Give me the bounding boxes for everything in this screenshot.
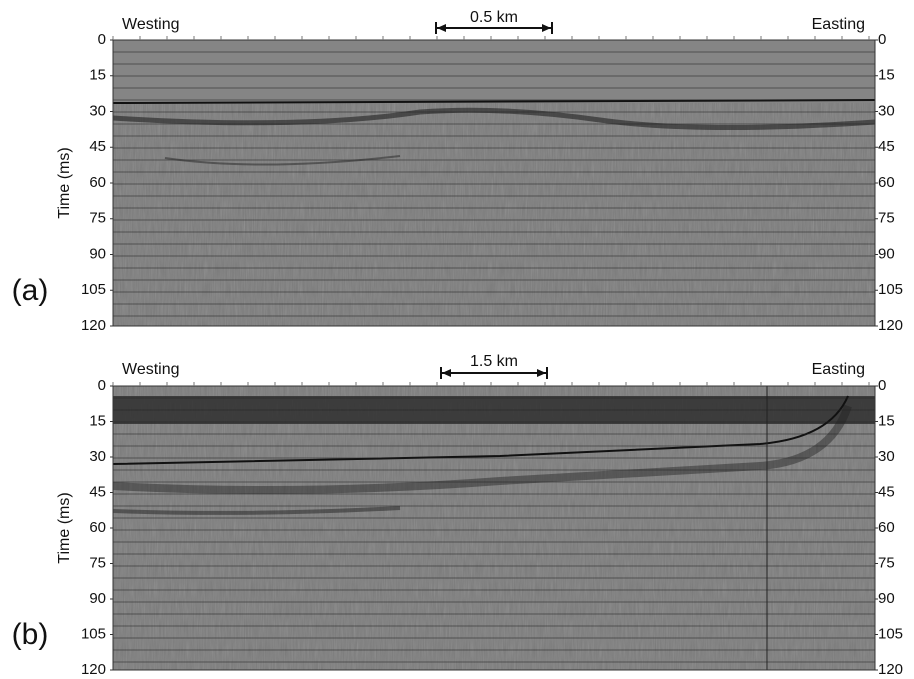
y-tick-label-right: 30 — [878, 448, 895, 465]
y-tick-label: 15 — [89, 67, 106, 84]
y-tick-label-right: 15 — [878, 67, 895, 84]
y-tick-label-right: 120 — [878, 317, 903, 334]
y-tick-label-right: 105 — [878, 625, 903, 642]
right-title: Easting — [812, 16, 865, 33]
y-tick-label: 120 — [81, 317, 106, 334]
y-tick-label-right: 60 — [878, 519, 895, 536]
scale-label: 0.5 km — [470, 9, 518, 26]
y-tick-label-right: 75 — [878, 210, 895, 227]
y-tick-label: 45 — [89, 483, 106, 500]
panel-label: (b) — [12, 618, 49, 651]
y-tick-label: 120 — [81, 661, 106, 678]
y-tick-label-right: 90 — [878, 590, 895, 607]
y-tick-label-right: 0 — [878, 31, 886, 48]
profile-noise — [113, 386, 875, 670]
water-column — [113, 40, 875, 103]
y-tick-label-right: 0 — [878, 377, 886, 394]
y-tick-label: 60 — [89, 174, 106, 191]
right-title: Easting — [812, 361, 865, 378]
y-axis-label: Time (ms) — [56, 147, 73, 218]
y-tick-label: 75 — [89, 554, 106, 571]
y-tick-label-right: 15 — [878, 412, 895, 429]
y-tick-label-right: 105 — [878, 281, 903, 298]
y-tick-label-right: 90 — [878, 245, 895, 262]
y-tick-label: 45 — [89, 138, 106, 155]
y-tick-label: 30 — [89, 102, 106, 119]
y-tick-label-right: 60 — [878, 174, 895, 191]
y-tick-label: 75 — [89, 210, 106, 227]
y-tick-label: 90 — [89, 590, 106, 607]
y-tick-label: 15 — [89, 412, 106, 429]
y-tick-label: 0 — [98, 377, 106, 394]
y-tick-label-right: 75 — [878, 554, 895, 571]
y-tick-label: 30 — [89, 448, 106, 465]
y-tick-label: 60 — [89, 519, 106, 536]
left-title: Westing — [122, 361, 180, 378]
y-axis-label: Time (ms) — [56, 492, 73, 563]
y-tick-label: 0 — [98, 31, 106, 48]
panel-label: (a) — [12, 274, 49, 307]
y-tick-label: 90 — [89, 245, 106, 262]
y-tick-label: 105 — [81, 625, 106, 642]
y-tick-label-right: 120 — [878, 661, 903, 678]
figure: 0 0 15 15 30 30 45 45 60 60 75 75 90 90 105 105 120 120 We… — [0, 0, 914, 679]
page: {"panels": [ {"label": "(a)", "left_titl… — [0, 0, 914, 679]
scale-label: 1.5 km — [470, 353, 518, 370]
left-title: Westing — [122, 16, 180, 33]
seismic-panel — [113, 40, 875, 326]
y-tick-label-right: 30 — [878, 102, 895, 119]
y-tick-label-right: 45 — [878, 138, 895, 155]
y-tick-label: 105 — [81, 281, 106, 298]
seismic-panel — [113, 386, 875, 670]
y-tick-label-right: 45 — [878, 483, 895, 500]
